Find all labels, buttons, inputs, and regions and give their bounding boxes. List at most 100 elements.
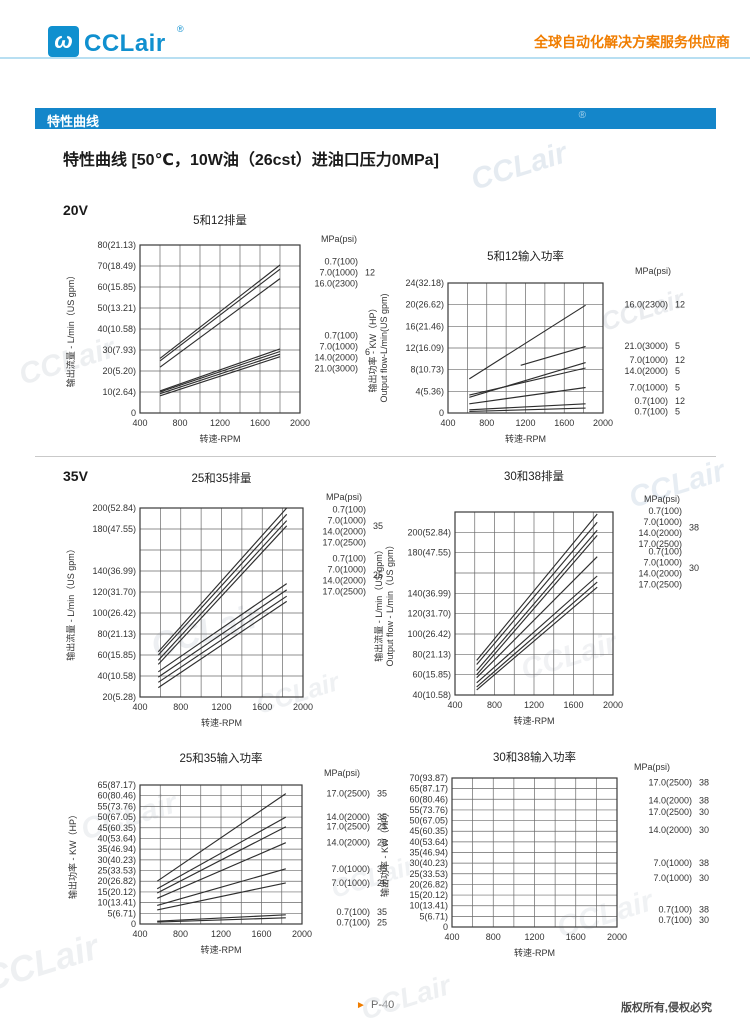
svg-text:10(13.41): 10(13.41): [97, 898, 136, 908]
svg-text:17.0(2500): 17.0(2500): [326, 789, 370, 799]
svg-text:12: 12: [365, 267, 375, 277]
svg-text:800: 800: [479, 418, 494, 428]
svg-text:0.7(100): 0.7(100): [634, 396, 668, 406]
svg-text:30和38输入功率: 30和38输入功率: [493, 750, 576, 764]
svg-text:40(10.58): 40(10.58): [412, 690, 451, 700]
svg-text:25和35输入功率: 25和35输入功率: [179, 751, 262, 765]
svg-text:14.0(2000): 14.0(2000): [322, 526, 366, 536]
svg-text:MPa(psi): MPa(psi): [635, 266, 671, 276]
svg-text:400: 400: [132, 929, 147, 939]
chart-25-35-displacement: 400 800 1200 1600 2000 200(52.84) 180(47.55) 14…: [56, 466, 396, 746]
svg-text:25(33.53): 25(33.53): [409, 869, 448, 879]
svg-text:16.0(2300): 16.0(2300): [314, 278, 358, 288]
svg-text:55(73.76): 55(73.76): [409, 805, 448, 815]
svg-text:输出流量 - L/min（US gpm）: 输出流量 - L/min（US gpm）: [65, 271, 76, 388]
svg-text:5: 5: [675, 383, 680, 393]
copyright-notice: 版权所有,侵权必究: [620, 1002, 712, 1014]
svg-text:2000: 2000: [293, 702, 313, 712]
svg-text:140(36.99): 140(36.99): [92, 566, 136, 576]
svg-text:35: 35: [377, 864, 387, 874]
svg-text:1600: 1600: [563, 700, 583, 710]
svg-text:1200: 1200: [524, 700, 544, 710]
svg-text:Output flow - L/min（US gpm）: Output flow - L/min（US gpm）: [385, 540, 395, 666]
svg-text:7.0(1000): 7.0(1000): [643, 517, 682, 527]
svg-text:800: 800: [173, 929, 188, 939]
svg-text:17.0(2500): 17.0(2500): [638, 539, 682, 549]
section-label-20v: 20V: [63, 202, 88, 218]
svg-text:400: 400: [447, 700, 462, 710]
svg-text:MPa(psi): MPa(psi): [326, 492, 362, 502]
svg-text:5(6.71): 5(6.71): [107, 908, 136, 918]
svg-text:800: 800: [173, 702, 188, 712]
svg-text:2000: 2000: [593, 418, 613, 428]
svg-text:2000: 2000: [290, 418, 310, 428]
section-banner: 特性曲线 ®: [35, 108, 716, 129]
svg-text:MPa(psi): MPa(psi): [634, 762, 670, 772]
svg-text:7.0(1000): 7.0(1000): [629, 355, 668, 365]
chart-canvas: 400 800 1200 1600 2000 24(32.18) 20(26.62) 16(2…: [367, 249, 685, 444]
svg-text:16(21.46): 16(21.46): [405, 321, 444, 331]
section-divider: [35, 456, 716, 457]
svg-text:7.0(1000): 7.0(1000): [319, 267, 358, 277]
svg-text:12(16.09): 12(16.09): [405, 343, 444, 353]
svg-text:25: 25: [377, 838, 387, 848]
svg-text:0: 0: [439, 408, 444, 418]
svg-text:10(2.64): 10(2.64): [102, 387, 136, 397]
svg-text:输出流量 - L/min（US gpm）: 输出流量 - L/min（US gpm）: [373, 545, 384, 662]
svg-text:7.0(1000): 7.0(1000): [629, 383, 668, 393]
svg-text:800: 800: [172, 418, 187, 428]
svg-text:14.0(2000): 14.0(2000): [322, 576, 366, 586]
page-number: P-40: [371, 999, 395, 1011]
chart-canvas: 400 800 1200 1600 2000 65(87.17)60(80.46)55(7…: [67, 751, 387, 955]
svg-text:10(13.41): 10(13.41): [409, 901, 448, 911]
svg-text:转速-RPM: 转速-RPM: [201, 717, 242, 728]
svg-text:38: 38: [699, 777, 709, 787]
svg-text:7.0(1000): 7.0(1000): [653, 873, 692, 883]
svg-text:14.0(2000): 14.0(2000): [638, 568, 682, 578]
svg-text:65(87.17): 65(87.17): [409, 784, 448, 794]
svg-text:2000: 2000: [607, 932, 627, 942]
svg-text:17.0(2500): 17.0(2500): [648, 807, 692, 817]
section-label-35v: 35V: [63, 468, 88, 484]
svg-text:15(20.12): 15(20.12): [409, 890, 448, 900]
chart-30-38-input-power: 400 800 1200 1600 2000 70(93.87) 65(87.17) 60(8…: [368, 750, 720, 983]
svg-text:40(10.58): 40(10.58): [97, 671, 136, 681]
svg-text:100(26.42): 100(26.42): [407, 629, 451, 639]
svg-text:输出功率 - KW（HP）: 输出功率 - KW（HP）: [67, 810, 78, 899]
svg-text:30: 30: [699, 825, 709, 835]
svg-text:1200: 1200: [211, 929, 231, 939]
chart-30-38-displacement: 400 800 1200 1600 2000 200(52.84) 180(47.55) 14…: [372, 466, 717, 746]
svg-text:20(26.82): 20(26.82): [409, 879, 448, 889]
svg-text:1200: 1200: [515, 418, 535, 428]
svg-text:7.0(1000): 7.0(1000): [643, 557, 682, 567]
svg-text:7.0(1000): 7.0(1000): [331, 864, 370, 874]
svg-text:5和12输入功率: 5和12输入功率: [487, 249, 564, 263]
svg-text:800: 800: [486, 932, 501, 942]
svg-text:7.0(1000): 7.0(1000): [327, 515, 366, 525]
svg-text:5: 5: [675, 406, 680, 416]
svg-text:0.7(100): 0.7(100): [634, 406, 668, 416]
svg-text:4(5.36): 4(5.36): [415, 386, 444, 396]
svg-text:0.7(100): 0.7(100): [324, 256, 358, 266]
svg-text:24(32.18): 24(32.18): [405, 278, 444, 288]
svg-text:25: 25: [377, 917, 387, 927]
svg-text:45(60.35): 45(60.35): [97, 823, 136, 833]
svg-text:80(21.13): 80(21.13): [97, 629, 136, 639]
svg-text:400: 400: [132, 702, 147, 712]
svg-text:21.0(3000): 21.0(3000): [624, 341, 668, 351]
svg-text:200(52.84): 200(52.84): [407, 527, 451, 537]
logo-text: CCLair: [84, 30, 166, 57]
svg-text:17.0(2500): 17.0(2500): [322, 587, 366, 597]
svg-text:12: 12: [675, 300, 685, 310]
svg-text:80(21.13): 80(21.13): [97, 240, 136, 250]
svg-text:25: 25: [377, 878, 387, 888]
svg-text:15(20.12): 15(20.12): [97, 887, 136, 897]
svg-text:0.7(100): 0.7(100): [332, 554, 366, 564]
svg-text:30: 30: [699, 807, 709, 817]
svg-text:1600: 1600: [554, 418, 574, 428]
svg-text:7.0(1000): 7.0(1000): [653, 858, 692, 868]
svg-text:30和38排量: 30和38排量: [504, 469, 564, 483]
svg-text:MPa(psi): MPa(psi): [321, 234, 357, 244]
svg-text:0.7(100): 0.7(100): [324, 331, 358, 341]
svg-text:25: 25: [373, 570, 383, 580]
